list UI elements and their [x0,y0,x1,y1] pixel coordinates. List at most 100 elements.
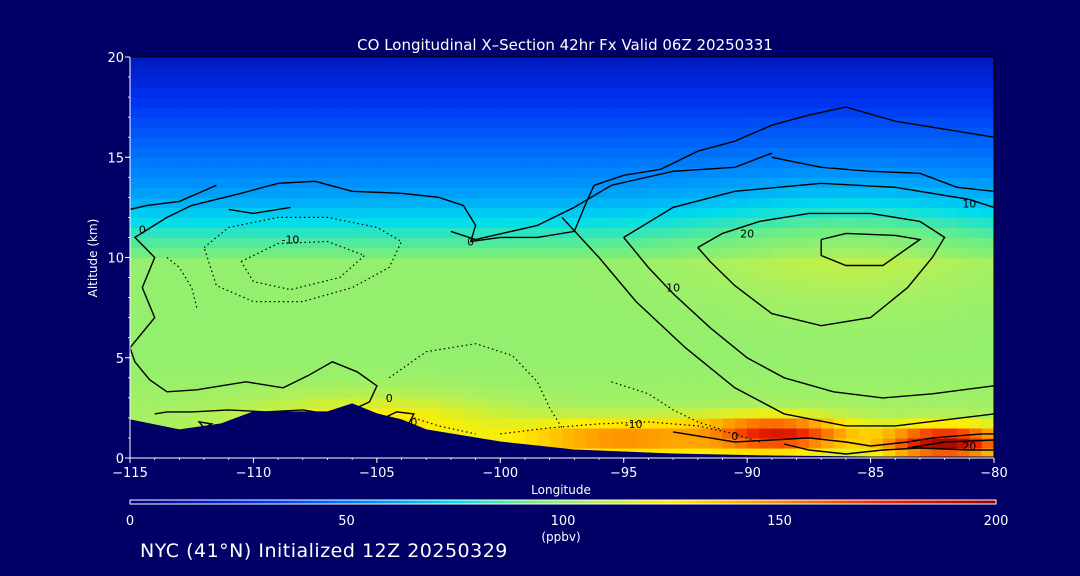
heatmap-cell [413,247,427,259]
heatmap-cell [759,437,773,449]
heatmap-cell [450,147,464,158]
heatmap-cell [142,327,156,339]
heatmap-cell [278,277,292,289]
heatmap-cell [784,87,798,98]
heatmap-cell [623,127,637,138]
heatmap-cell [228,227,242,239]
heatmap-cell [352,57,366,68]
heatmap-cell [191,167,205,178]
heatmap-cell [204,277,217,289]
heatmap-cell [549,87,563,98]
heatmap-cell [771,177,785,188]
heatmap-cell [845,407,859,419]
heatmap-cell [438,357,452,369]
heatmap-cell [475,267,489,279]
heatmap-cell [771,437,785,449]
heatmap-cell [142,397,156,409]
heatmap-cell [648,227,662,239]
heatmap-cell [253,167,267,178]
heatmap-cell [179,197,193,208]
heatmap-cell [352,167,366,178]
heatmap-cell [697,217,711,229]
heatmap-cell [376,87,390,98]
heatmap-cell [796,137,810,148]
heatmap-cell [327,377,341,389]
heatmap-cell [821,197,835,208]
heatmap-cell [549,407,563,419]
heatmap-cell [549,57,563,68]
heatmap-cell [549,157,563,168]
heatmap-cell [253,357,267,369]
heatmap-cell [524,57,538,68]
heatmap-cell [870,407,884,419]
heatmap-cell [549,287,563,299]
heatmap-cell [833,187,847,198]
heatmap-cell [882,267,896,279]
heatmap-cell [352,107,366,118]
heatmap-cell [574,67,588,78]
heatmap-cell [907,337,921,349]
heatmap-cell [784,127,798,138]
heatmap-cell [537,137,551,148]
heatmap-cell [611,217,625,229]
heatmap-cell [685,207,699,218]
heatmap-cell [599,407,612,419]
heatmap-cell [685,177,699,188]
heatmap-cell [228,167,242,178]
heatmap-cell [821,167,835,178]
heatmap-cell [167,337,180,349]
heatmap-cell [919,307,933,319]
heatmap-cell [599,357,612,369]
colorbar-tick-label: 200 [984,514,1009,529]
heatmap-cell [450,267,464,279]
heatmap-cell [611,227,625,239]
heatmap-cell [932,117,946,128]
heatmap-cell [796,247,810,259]
heatmap-cell [191,197,205,208]
heatmap-cell [882,387,896,399]
heatmap-cell [290,297,304,309]
heatmap-cell [537,117,551,128]
heatmap-cell [981,107,994,118]
heatmap-cell [241,167,255,178]
heatmap-cell [660,297,674,309]
heatmap-cell [376,107,390,118]
heatmap-cell [191,267,205,279]
heatmap-cell [759,347,773,359]
heatmap-cell [771,297,785,309]
heatmap-cell [870,187,884,198]
heatmap-cell [808,207,822,218]
heatmap-cell [660,157,674,168]
heatmap-cell [833,77,847,88]
heatmap-cell [315,157,329,168]
heatmap-cell [796,177,810,188]
heatmap-cell [204,247,217,259]
heatmap-cell [574,247,588,259]
heatmap-cell [710,247,724,259]
heatmap-cell [537,97,551,108]
heatmap-cell [808,157,822,168]
heatmap-cell [747,357,761,369]
heatmap-cell [463,57,477,68]
heatmap-cell [623,237,637,249]
heatmap-cell [327,257,341,269]
heatmap-cell [574,177,588,188]
heatmap-cell [969,427,983,439]
heatmap-cell [549,77,563,88]
heatmap-cell [327,177,341,188]
heatmap-cell [710,117,724,128]
heatmap-cell [216,277,230,289]
heatmap-cell [932,57,946,68]
heatmap-cell [784,247,798,259]
heatmap-cell [870,57,884,68]
heatmap-cell [981,67,994,78]
heatmap-cell [450,287,464,299]
heatmap-cell [401,97,415,108]
heatmap-cell [969,207,983,218]
heatmap-cell [734,257,748,269]
heatmap-cell [216,187,230,198]
heatmap-cell [833,407,847,419]
heatmap-cell [759,317,773,329]
heatmap-cell [697,407,711,419]
